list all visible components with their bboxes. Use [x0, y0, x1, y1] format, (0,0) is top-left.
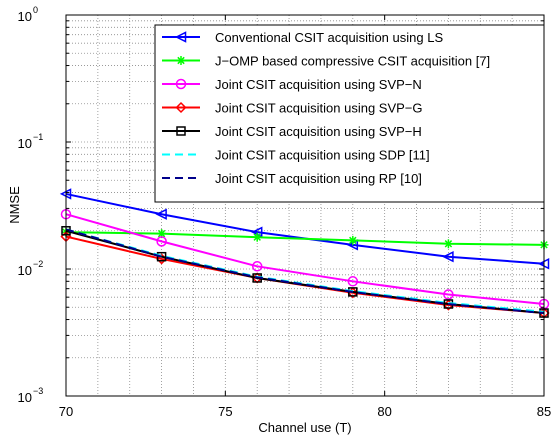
plot-frame	[65, 14, 545, 397]
legend-label: J−OMP based compressive CSIT acquisition…	[215, 54, 490, 69]
legend-label: Conventional CSIT acquisition using LS	[215, 30, 443, 45]
marker-star	[253, 233, 261, 241]
marker-triangle	[155, 208, 167, 220]
marker-star	[349, 236, 357, 245]
legend-box	[154, 24, 545, 203]
series	[61, 227, 549, 250]
x-tick-label: 80	[377, 404, 391, 419]
marker-square	[156, 251, 167, 262]
legend-label: Joint CSIT acquisition using SVP−N	[215, 77, 422, 92]
series-line	[65, 231, 545, 246]
marker-circle	[156, 236, 167, 247]
y-axis-label: NMSE	[7, 186, 22, 224]
y-tick-label-exponent: 0	[33, 5, 38, 15]
y-tick-label-base: 10	[18, 136, 32, 151]
x-tick-label: 75	[218, 404, 232, 419]
marker-circle	[251, 261, 263, 272]
series-line	[65, 213, 545, 306]
legend-entry: Conventional CSIT acquisition using LS	[162, 30, 443, 45]
marker-square	[176, 126, 186, 136]
y-tick-label-base: 10	[18, 390, 32, 405]
y-tick-label-exponent: −1	[33, 132, 43, 142]
legend-entry: Joint CSIT acquisition using SVP−G	[162, 101, 423, 116]
series-layer	[59, 188, 550, 319]
x-axis-label: Channel use (T)	[258, 420, 351, 435]
series	[60, 208, 550, 310]
legend-entry: Joint CSIT acquisition using SVP−H	[162, 124, 422, 139]
marker-triangle	[442, 250, 454, 263]
marker-circle	[175, 78, 187, 90]
marker-star	[157, 229, 166, 238]
legend-label: Joint CSIT acquisition using SVP−H	[215, 124, 422, 139]
y-tick-label-exponent: −3	[33, 386, 43, 396]
legend-label: Joint CSIT acquisition using SVP−G	[215, 101, 423, 116]
marker-circle	[443, 289, 454, 300]
y-tick-label-base: 10	[18, 9, 32, 24]
marker-triangle	[174, 31, 187, 43]
legend-label: Joint CSIT acquisition using SDP [11]	[215, 148, 430, 163]
marker-diamond	[175, 101, 187, 114]
legend-entry: Joint CSIT acquisition using SDP [11]	[162, 148, 430, 163]
legend: Conventional CSIT acquisition using LS J−…	[154, 24, 545, 203]
legend-entry: Joint CSIT acquisition using SVP−N	[162, 77, 422, 92]
legend-entry: J−OMP based compressive CSIT acquisition…	[162, 54, 490, 69]
legend-label: Joint CSIT acquisition using RP [10]	[215, 171, 422, 186]
series-line	[65, 228, 545, 315]
series	[65, 228, 545, 315]
legend-entry: Joint CSIT acquisition using RP [10]	[162, 171, 422, 186]
marker-star	[444, 240, 453, 248]
x-tick-label: 85	[537, 404, 551, 419]
y-tick-label-exponent: −2	[33, 259, 43, 269]
x-tick-label: 70	[59, 404, 73, 419]
marker-circle	[347, 276, 359, 287]
y-tick-label-base: 10	[18, 263, 32, 278]
marker-star	[177, 56, 185, 65]
